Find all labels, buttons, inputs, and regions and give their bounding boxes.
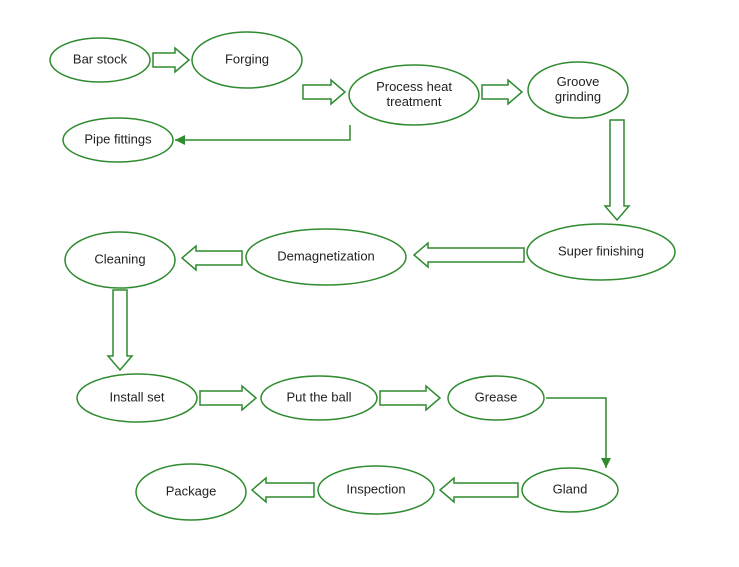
node-package: Package <box>136 464 246 520</box>
node-putball: Put the ball <box>261 376 377 420</box>
node-superfin: Super finishing <box>527 224 675 280</box>
node-inspect: Inspection <box>318 466 434 514</box>
node-forging: Forging <box>192 32 302 88</box>
node-label-inspect: Inspection <box>346 481 405 496</box>
node-label-superfin: Super finishing <box>558 243 644 258</box>
node-groove: Groovegrinding <box>528 62 628 118</box>
node-barstock: Bar stock <box>50 38 150 82</box>
node-install: Install set <box>77 374 197 422</box>
node-heat: Process heattreatment <box>349 65 479 125</box>
node-label-package: Package <box>166 483 217 498</box>
node-label-install: Install set <box>110 389 165 404</box>
node-label-groove: grinding <box>555 89 601 104</box>
node-label-putball: Put the ball <box>286 389 351 404</box>
node-label-demag: Demagnetization <box>277 248 375 263</box>
node-label-forging: Forging <box>225 51 269 66</box>
node-label-groove: Groove <box>557 74 600 89</box>
node-pipe: Pipe fittings <box>63 118 173 162</box>
node-label-gland: Gland <box>553 481 588 496</box>
node-grease: Grease <box>448 376 544 420</box>
node-label-grease: Grease <box>475 389 518 404</box>
flowchart-canvas: Bar stock Forging Process heattreatment Gro… <box>0 0 739 567</box>
node-label-heat: treatment <box>387 94 442 109</box>
node-gland: Gland <box>522 468 618 512</box>
node-label-heat: Process heat <box>376 79 452 94</box>
node-label-pipe: Pipe fittings <box>84 131 152 146</box>
node-demag: Demagnetization <box>246 229 406 285</box>
node-cleaning: Cleaning <box>65 232 175 288</box>
node-label-cleaning: Cleaning <box>94 251 145 266</box>
node-label-barstock: Bar stock <box>73 51 128 66</box>
